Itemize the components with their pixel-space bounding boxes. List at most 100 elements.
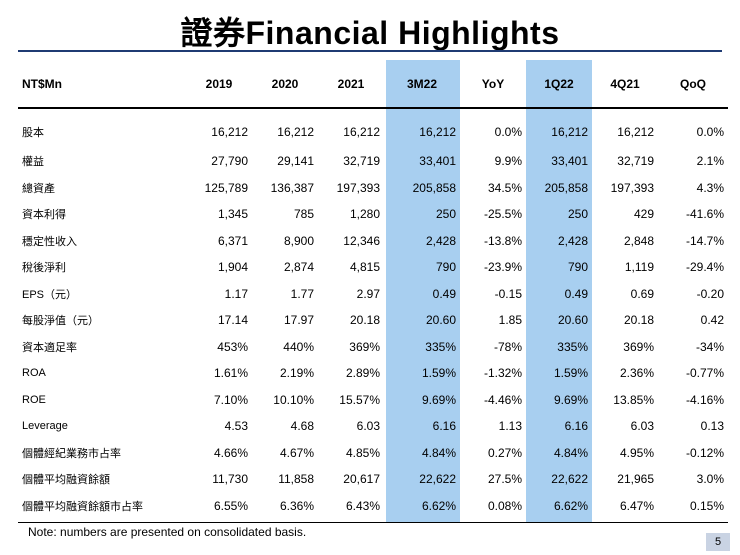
table-cell: 17.14	[217, 313, 248, 328]
table-cell: 6.62%	[421, 498, 456, 513]
table-cell: -4.46%	[483, 392, 522, 407]
table-cell: 785	[293, 207, 314, 222]
table-cell: 0.27%	[487, 445, 522, 460]
table-cell: 33,401	[551, 154, 588, 169]
table-cell: 0.08%	[487, 498, 522, 513]
table-cell: 4.84%	[553, 445, 588, 460]
table-cell: 6,371	[217, 233, 248, 248]
table-cell: 0.0%	[696, 124, 724, 139]
table-cell: 6.03	[356, 419, 380, 434]
table-cell: 0.0%	[494, 124, 522, 139]
column-header: 2020	[252, 60, 318, 109]
table-cell: -0.77%	[685, 366, 724, 381]
table-cell: 29,141	[277, 154, 314, 169]
table-cell: 13.85%	[613, 392, 654, 407]
table-cell: 27,790	[211, 154, 248, 169]
row-label: 個體平均融資餘額市占率	[22, 500, 143, 513]
table-cell: 6.43%	[345, 498, 380, 513]
table-row: 個體平均融資餘額 11,730 11,858 20,617 22,622 27.5% 22,…	[18, 466, 728, 493]
row-label: EPS（元）	[22, 288, 78, 301]
table-cell: 4,815	[349, 260, 380, 275]
table-cell: 429	[633, 207, 654, 222]
row-label: Leverage	[22, 420, 68, 433]
table-row: 穩定性收入 6,371 8,900 12,346 2,428 -13.8% 2,428 2,8…	[18, 228, 728, 255]
table-cell: 4.53	[224, 419, 248, 434]
row-label: 稅後淨利	[22, 262, 66, 275]
table-cell: -25.5%	[483, 207, 522, 222]
table-cell: 2.97	[356, 286, 380, 301]
table-cell: 16,212	[211, 124, 248, 139]
table-cell: 2,848	[623, 233, 654, 248]
table-cell: 6.36%	[279, 498, 314, 513]
table-cell: 4.67%	[279, 445, 314, 460]
table-cell: 1.85	[498, 313, 522, 328]
table-cell: 10.10%	[273, 392, 314, 407]
table-cell: 16,212	[419, 124, 456, 139]
table-cell: 125,789	[204, 180, 248, 195]
row-label: 資本利得	[22, 209, 66, 222]
table-cell: 6.62%	[553, 498, 588, 513]
table-cell: 9.9%	[494, 154, 522, 169]
table-cell: 790	[567, 260, 588, 275]
row-label: 權益	[22, 156, 44, 169]
row-label: ROE	[22, 393, 46, 406]
table-cell: 335%	[557, 339, 588, 354]
table-cell: 32,719	[343, 154, 380, 169]
table-cell: -34%	[695, 339, 724, 354]
table-row: Leverage 4.53 4.68 6.03 6.16 1.13 6.16 6.03 0.13	[18, 413, 728, 440]
table-cell: -78%	[493, 339, 522, 354]
table-row: ROE 7.10% 10.10% 15.57% 9.69% -4.46% 9.69% 13.8…	[18, 387, 728, 414]
table-cell: 16,212	[277, 124, 314, 139]
table-cell: 1.59%	[553, 366, 588, 381]
title-underline	[18, 50, 722, 52]
table-cell: -1.32%	[483, 366, 522, 381]
table-cell: 1.59%	[421, 366, 456, 381]
table-row: 資本利得 1,345 785 1,280 250 -25.5% 250 429 -41.6%	[18, 201, 728, 228]
table-cell: 2.36%	[619, 366, 654, 381]
table-cell: 4.84%	[421, 445, 456, 460]
table-cell: 2,428	[425, 233, 456, 248]
table-cell: 11,730	[212, 472, 248, 487]
table-cell: -13.8%	[483, 233, 522, 248]
table-cell: 8,900	[283, 233, 314, 248]
table-row: 總資產 125,789 136,387 197,393 205,858 34.5% 205,…	[18, 175, 728, 202]
table-row: 個體平均融資餘額市占率 6.55% 6.36% 6.43% 6.62% 0.08% 6.62…	[18, 493, 728, 520]
table-cell: 335%	[425, 339, 456, 354]
table-cell: 2,428	[557, 233, 588, 248]
table-cell: 2.89%	[345, 366, 380, 381]
column-header: 2021	[318, 60, 384, 109]
table-cell: 0.49	[432, 286, 456, 301]
table-row: 股本 16,212 16,212 16,212 16,212 0.0% 16,212 16,2…	[18, 108, 728, 148]
footnote: Note: numbers are presented on consolida…	[28, 525, 307, 539]
table-cell: 4.68	[290, 419, 314, 434]
table-row: 資本適足率 453% 440% 369% 335% -78% 335% 369% -34%	[18, 334, 728, 361]
table-cell: 34.5%	[487, 180, 522, 195]
table-cell: 20.18	[623, 313, 654, 328]
table-cell: 21,965	[617, 472, 654, 487]
column-header: QoQ	[658, 60, 728, 109]
table-cell: 790	[435, 260, 456, 275]
table-cell: 136,387	[270, 180, 314, 195]
table-cell: 6.16	[432, 419, 456, 434]
table-cell: 2,874	[283, 260, 314, 275]
table-cell: 15.57%	[339, 392, 380, 407]
table-cell: 1.17	[224, 286, 248, 301]
table-cell: 9.69%	[421, 392, 456, 407]
table-cell: 20,617	[343, 472, 380, 487]
table-cell: 6.55%	[213, 498, 248, 513]
table-row: 每股淨值（元） 17.14 17.97 20.18 20.60 1.85 20.60 20.1…	[18, 307, 728, 334]
table-cell: 0.69	[630, 286, 654, 301]
table-cell: 1,904	[217, 260, 248, 275]
highlight-column-3m22	[386, 60, 460, 522]
table-cell: -14.7%	[685, 233, 724, 248]
table-cell: 9.69%	[553, 392, 588, 407]
table-cell: -0.15	[494, 286, 522, 301]
table-cell: 1.77	[290, 286, 314, 301]
table-cell: -41.6%	[685, 207, 724, 222]
table-row: 權益 27,790 29,141 32,719 33,401 9.9% 33,401 32,7…	[18, 148, 728, 175]
row-label: 穩定性收入	[22, 235, 77, 248]
table-cell: 0.15%	[689, 498, 724, 513]
financial-highlights-table: NT$Mn 2019 2020 2021 3M22 YoY 1Q22 4Q21 QoQ 股本 16…	[18, 60, 728, 519]
table-cell: 20.18	[349, 313, 380, 328]
table-header-row: NT$Mn 2019 2020 2021 3M22 YoY 1Q22 4Q21 QoQ	[18, 60, 728, 109]
